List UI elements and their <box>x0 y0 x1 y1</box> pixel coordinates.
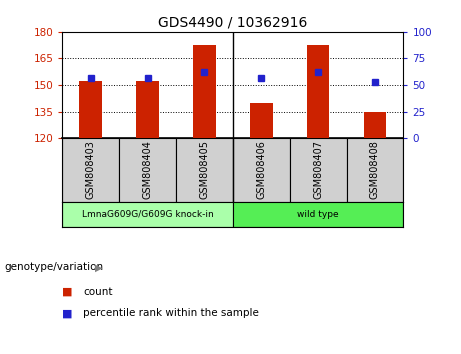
Title: GDS4490 / 10362916: GDS4490 / 10362916 <box>158 15 307 29</box>
Bar <box>250 103 272 138</box>
Bar <box>79 81 102 138</box>
Bar <box>176 138 233 202</box>
Bar <box>62 138 119 202</box>
Text: GSM808404: GSM808404 <box>142 141 153 199</box>
Text: GSM808403: GSM808403 <box>86 141 96 199</box>
Text: ■: ■ <box>62 308 73 318</box>
Bar <box>119 138 176 202</box>
Bar <box>307 45 330 138</box>
Bar <box>136 81 159 138</box>
Text: LmnaG609G/G609G knock-in: LmnaG609G/G609G knock-in <box>82 210 213 219</box>
Text: percentile rank within the sample: percentile rank within the sample <box>83 308 259 318</box>
Text: GSM808408: GSM808408 <box>370 141 380 199</box>
Text: genotype/variation: genotype/variation <box>5 262 104 272</box>
Bar <box>290 138 347 202</box>
Bar <box>233 138 290 202</box>
Bar <box>364 113 386 138</box>
Bar <box>347 138 403 202</box>
Text: ■: ■ <box>62 287 73 297</box>
Bar <box>62 202 233 227</box>
Text: GSM808407: GSM808407 <box>313 141 323 199</box>
Text: wild type: wild type <box>297 210 339 219</box>
Text: GSM808406: GSM808406 <box>256 141 266 199</box>
Text: ▶: ▶ <box>95 262 102 272</box>
Bar <box>193 45 216 138</box>
Text: GSM808405: GSM808405 <box>199 141 209 199</box>
Bar <box>233 202 403 227</box>
Text: count: count <box>83 287 112 297</box>
